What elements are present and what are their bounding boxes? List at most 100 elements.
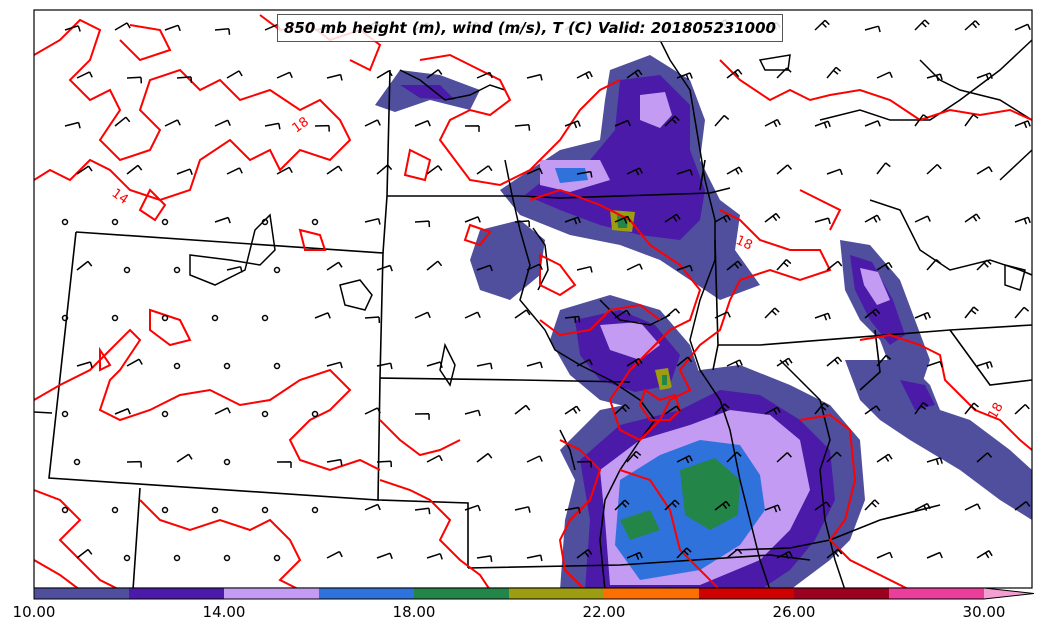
wind-barb: [76, 165, 93, 175]
wind-barb: [764, 406, 781, 415]
wind-barb: [364, 217, 381, 225]
calm-wind-circle: [223, 458, 231, 466]
wind-barb: [526, 167, 543, 175]
wind-barb: [876, 261, 893, 271]
calm-wind-circle: [223, 554, 231, 562]
wind-barb: [726, 451, 742, 463]
wind-barb: [714, 311, 731, 319]
wind-barb: [426, 260, 443, 271]
wind-barb: [664, 308, 681, 319]
wind-barb: [464, 311, 481, 319]
wind-barb: [814, 501, 831, 511]
wind-barb: [914, 401, 929, 415]
wind-barb: [826, 356, 843, 367]
wind-barb: [464, 216, 481, 223]
wind-barb: [726, 359, 743, 368]
wind-barb: [764, 504, 781, 513]
wind-barb: [676, 264, 693, 272]
wind-barb: [114, 116, 131, 127]
wind-barb: [126, 358, 143, 367]
wind-barb: [964, 114, 979, 127]
wind-barb: [864, 120, 881, 127]
wind-barb: [414, 507, 431, 515]
wind-barb: [314, 312, 331, 319]
wind-barb: [526, 73, 543, 81]
wind-barb: [876, 551, 893, 559]
wind-barb: [426, 165, 443, 175]
wind-barb: [814, 217, 831, 225]
wind-barb: [226, 265, 243, 273]
wind-barb: [214, 28, 231, 35]
wind-barb: [814, 120, 831, 129]
colorbar-segment: [699, 588, 794, 599]
wind-barb: [176, 453, 193, 463]
colorbar-tick-label: 14.00: [202, 603, 246, 621]
wind-barb: [614, 309, 631, 319]
wind-barb: [776, 452, 792, 463]
wind-barb: [1014, 306, 1030, 319]
wind-barb: [326, 165, 343, 175]
wind-barb: [614, 119, 631, 127]
calm-wind-circle: [261, 218, 269, 226]
wind-barb: [814, 402, 829, 415]
wind-barb: [976, 550, 993, 559]
wind-barb: [626, 69, 643, 79]
wind-barb: [1014, 216, 1031, 225]
calm-wind-circle: [61, 314, 69, 322]
wind-barb: [226, 167, 243, 175]
wind-barb: [664, 405, 681, 415]
isotherm-contours: [34, 14, 1032, 588]
wind-barb: [964, 306, 979, 319]
wind-barb: [414, 413, 430, 420]
wind-barb: [426, 69, 443, 79]
wind-barb: [564, 506, 581, 514]
colorbar-segment: [509, 588, 604, 599]
wind-barb: [214, 119, 231, 127]
wind-barb: [76, 71, 93, 79]
wind-barb: [476, 165, 493, 175]
calm-wind-circle: [123, 554, 131, 562]
wind-barb: [514, 404, 531, 415]
calm-wind-circle: [161, 410, 169, 418]
calm-wind-circle: [161, 506, 169, 514]
wind-barb: [364, 503, 381, 511]
wind-barb: [864, 499, 880, 511]
wind-barb: [726, 68, 743, 79]
wind-barb: [64, 121, 81, 129]
wind-barb: [526, 455, 543, 463]
calm-wind-circle: [223, 362, 231, 370]
wind-barb: [576, 265, 593, 273]
wind-barb: [914, 502, 931, 512]
wind-barb: [464, 409, 481, 417]
wind-barb: [476, 555, 493, 563]
wind-barb: [976, 360, 993, 369]
wind-barb: [326, 261, 343, 271]
wind-barb: [426, 552, 443, 560]
calm-wind-circle: [173, 554, 181, 562]
colorbar-tick-label: 26.00: [772, 603, 816, 621]
wind-barb: [864, 25, 881, 33]
wind-barb: [76, 548, 93, 559]
wind-barb: [714, 500, 731, 511]
wind-barb: [364, 119, 381, 127]
wind-barb: [676, 72, 693, 81]
wind-barb: [926, 457, 943, 466]
wind-barb: [764, 212, 781, 223]
wind-barb: [964, 20, 980, 31]
wind-barb: [514, 309, 531, 319]
wind-barb: [664, 213, 681, 223]
wind-barb: [826, 260, 843, 271]
wind-barb: [464, 125, 480, 132]
wind-barb: [164, 24, 181, 32]
wind-barb: [564, 315, 581, 323]
wind-barb: [276, 71, 293, 79]
wind-barb: [376, 70, 393, 79]
contour-label: 18: [733, 233, 754, 254]
wind-barb: [126, 76, 143, 84]
wind-barb: [976, 452, 993, 463]
wind-barb: [114, 22, 131, 31]
wind-barb: [926, 73, 943, 82]
calm-wind-circle: [311, 506, 319, 514]
wind-barb: [176, 76, 193, 83]
